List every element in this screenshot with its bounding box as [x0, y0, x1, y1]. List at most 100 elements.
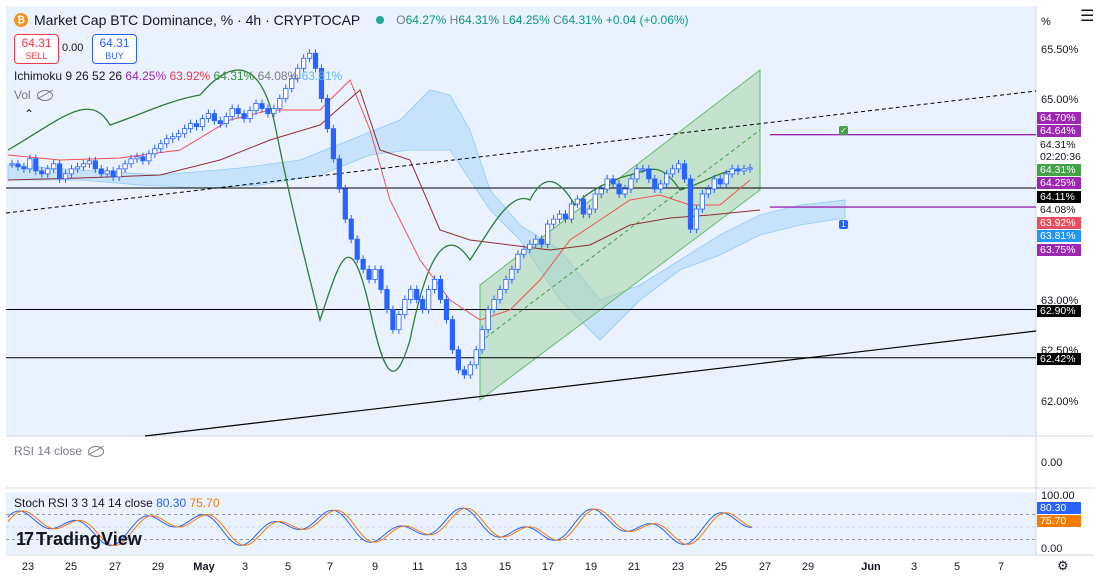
candle-body[interactable]: [253, 103, 259, 111]
candle-body[interactable]: [74, 166, 81, 170]
candle-body[interactable]: [229, 108, 235, 117]
candle-body[interactable]: [384, 289, 390, 310]
symbol-legend[interactable]: ₿ Market Cap BTC Dominance, % · 4h · CRY…: [14, 12, 689, 28]
candle-body[interactable]: [140, 156, 146, 162]
candle-body[interactable]: [122, 163, 128, 170]
candle-body[interactable]: [741, 168, 747, 172]
candle-body[interactable]: [27, 158, 33, 170]
candle-body[interactable]: [723, 173, 729, 185]
candle-body[interactable]: [277, 98, 283, 109]
candle-body[interactable]: [747, 167, 753, 170]
checkmark-alert-icon[interactable]: ✓: [839, 126, 848, 135]
candle-body[interactable]: [545, 223, 551, 245]
candle-body[interactable]: [568, 203, 575, 220]
candle-body[interactable]: [86, 160, 92, 165]
candle-body[interactable]: [176, 133, 182, 138]
candle-body[interactable]: [33, 158, 39, 172]
regression-channel[interactable]: [479, 68, 761, 401]
candle-body[interactable]: [378, 268, 384, 290]
candle-body[interactable]: [497, 289, 503, 300]
candle-body[interactable]: [110, 170, 116, 178]
candle-body[interactable]: [586, 208, 592, 215]
candle-body[interactable]: [57, 163, 63, 180]
candle-body[interactable]: [170, 136, 176, 140]
candle-body[interactable]: [21, 166, 27, 170]
hidden-eye-icon[interactable]: [36, 90, 53, 102]
candle-body[interactable]: [574, 198, 581, 205]
candle-body[interactable]: [580, 198, 586, 215]
volume-legend[interactable]: Vol: [14, 88, 53, 102]
candle-body[interactable]: [116, 168, 122, 178]
rsi-legend[interactable]: RSI 14 close: [14, 444, 105, 458]
candle-body[interactable]: [342, 188, 348, 220]
buy-button[interactable]: 64.31 BUY: [92, 34, 137, 64]
candle-body[interactable]: [295, 67, 301, 79]
candle-body[interactable]: [449, 319, 456, 351]
candle-body[interactable]: [455, 349, 461, 371]
candle-body[interactable]: [420, 299, 426, 310]
candle-body[interactable]: [622, 188, 628, 195]
symbol-title[interactable]: Market Cap BTC Dominance, % · 4h · CRYPT…: [34, 12, 361, 28]
candle-body[interactable]: [408, 289, 414, 300]
candle-body[interactable]: [336, 158, 342, 190]
candle-body[interactable]: [223, 116, 229, 125]
candle-body[interactable]: [348, 218, 354, 240]
candle-body[interactable]: [426, 289, 432, 310]
candle-body[interactable]: [9, 163, 15, 166]
candle-body[interactable]: [556, 213, 563, 220]
candle-body[interactable]: [306, 52, 313, 59]
candle-body[interactable]: [128, 158, 134, 165]
candle-body[interactable]: [15, 163, 21, 168]
candle-body[interactable]: [360, 258, 366, 270]
candle-body[interactable]: [592, 193, 598, 210]
candle-body[interactable]: [62, 173, 69, 180]
sell-button[interactable]: 64.31 SELL: [14, 34, 59, 64]
candle-body[interactable]: [241, 113, 247, 119]
candle-body[interactable]: [283, 88, 289, 99]
candle-body[interactable]: [658, 183, 664, 190]
candle-body[interactable]: [187, 123, 194, 130]
collapse-legend-icon[interactable]: ⌃: [24, 107, 35, 121]
candle-body[interactable]: [675, 163, 682, 170]
candle-body[interactable]: [687, 178, 694, 230]
candle-body[interactable]: [681, 163, 688, 180]
candle-body[interactable]: [164, 138, 170, 145]
menu-icon[interactable]: ☰: [1080, 8, 1095, 25]
candle-body[interactable]: [562, 213, 569, 220]
tradingview-logo[interactable]: 17 TradingView: [16, 529, 142, 549]
candle-body[interactable]: [199, 118, 206, 128]
candle-body[interactable]: [431, 278, 438, 290]
candle-body[interactable]: [390, 309, 396, 331]
candle-body[interactable]: [402, 299, 408, 315]
candle-body[interactable]: [271, 108, 277, 114]
candle-body[interactable]: [646, 168, 652, 180]
candle-body[interactable]: [51, 163, 57, 170]
candle-body[interactable]: [539, 238, 545, 245]
candle-body[interactable]: [699, 193, 705, 210]
candle-body[interactable]: [301, 57, 307, 69]
candle-body[interactable]: [521, 248, 527, 255]
candle-body[interactable]: [104, 170, 110, 175]
candle-body[interactable]: [289, 78, 295, 89]
candle-body[interactable]: [247, 110, 253, 119]
candle-body[interactable]: [735, 168, 741, 172]
candle-body[interactable]: [312, 52, 319, 69]
candle-body[interactable]: [717, 178, 723, 185]
dashed-trendline[interactable]: [5, 90, 1037, 214]
candle-body[interactable]: [467, 364, 473, 376]
candle-body[interactable]: [598, 188, 604, 195]
candle-body[interactable]: [396, 314, 402, 331]
candle-body[interactable]: [354, 238, 360, 260]
candle-body[interactable]: [533, 238, 539, 245]
candle-body[interactable]: [205, 113, 212, 119]
candle-body[interactable]: [80, 163, 87, 168]
candle-body[interactable]: [705, 188, 711, 195]
candle-body[interactable]: [610, 178, 616, 185]
candle-body[interactable]: [604, 178, 610, 190]
candle-body[interactable]: [158, 143, 164, 150]
candle-body[interactable]: [414, 289, 420, 300]
candle-body[interactable]: [259, 103, 265, 109]
candle-body[interactable]: [193, 123, 200, 128]
ichimoku-legend[interactable]: Ichimoku 9 26 52 26 64.25% 63.92% 64.31%…: [14, 69, 343, 83]
